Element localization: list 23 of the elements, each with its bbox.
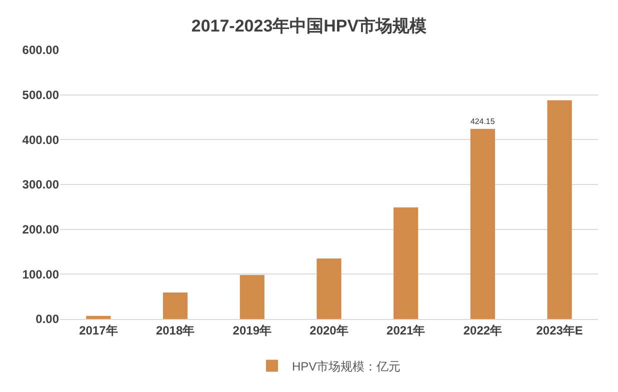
y-tick-label: 0.00 — [36, 312, 60, 326]
y-tick-label: 500.00 — [22, 88, 60, 102]
bar — [240, 275, 264, 319]
x-tick-label: 2017年 — [79, 323, 118, 338]
bar — [162, 292, 188, 319]
x-tick-label: 2021年 — [386, 323, 426, 338]
chart-title: 2017-2023年中国HPV市场规模 — [191, 16, 427, 36]
y-tick-label: 300.00 — [22, 178, 60, 192]
bar — [316, 258, 342, 319]
x-tick-label: 2022年 — [463, 323, 502, 338]
bar — [394, 207, 418, 319]
x-tick-label: 2019年 — [232, 323, 272, 338]
x-tick-label: 2023年E — [536, 323, 583, 338]
bar — [470, 128, 496, 319]
y-tick-label: 600.00 — [22, 43, 60, 58]
x-tick-label: 2020年 — [310, 323, 348, 338]
y-tick-label: 200.00 — [22, 222, 60, 237]
bar — [547, 100, 572, 319]
x-tick-label: 2018年 — [156, 323, 195, 338]
bar — [86, 316, 111, 319]
y-tick-label: 400.00 — [22, 132, 60, 147]
y-tick-label: 100.00 — [22, 267, 60, 282]
legend-label: HPV市场规模：亿元 — [292, 359, 401, 374]
